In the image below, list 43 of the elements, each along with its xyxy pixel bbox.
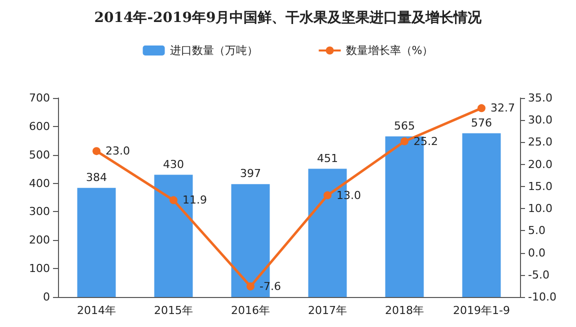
y-tick-label: 200 (29, 234, 50, 247)
point (170, 196, 178, 204)
legend-label: 进口数量（万吨） (170, 44, 258, 57)
y2-tick-label: 20.0 (528, 158, 552, 171)
x-tick-label: 2019年1-9 (453, 304, 510, 317)
x-tick-label: 2016年 (231, 304, 270, 317)
y-tick-label: 600 (29, 120, 50, 133)
bar (462, 133, 501, 297)
y-tick-label: 500 (29, 148, 50, 162)
y-tick-label: 300 (29, 205, 50, 218)
data-label: 451 (317, 152, 338, 165)
y2-tick-label: 25.0 (528, 136, 552, 149)
point (400, 137, 408, 146)
chart-title: 2014年-2019年9月中国鲜、干水果及坚果进口量及增长情况 (94, 10, 483, 26)
data-label: 430 (163, 158, 184, 171)
y-tick-label: 400 (29, 176, 50, 190)
data-label: 576 (471, 116, 492, 130)
y2-tick-label: -5.0 (528, 268, 550, 282)
data-label: 23.0 (106, 144, 130, 158)
x-tick-label: 2015年 (154, 304, 193, 317)
y2-tick-label: 10.0 (528, 202, 552, 216)
legend-label: 数量增长率（%） (346, 44, 434, 57)
y-tick-label: 700 (29, 92, 50, 104)
data-label: 397 (240, 167, 261, 180)
y2-tick-label: 15.0 (528, 180, 552, 193)
y2-tick-label: 0.0 (528, 246, 546, 260)
data-label: 32.7 (490, 102, 515, 115)
x-tick-label: 2017年 (308, 304, 347, 317)
y-tick-label: 100 (29, 262, 50, 276)
y2-tick-label: 5.0 (528, 224, 546, 238)
point (324, 191, 332, 200)
y2-tick-label: -10.0 (528, 290, 556, 304)
y2-tick-label: 30.0 (528, 114, 552, 127)
y2-tick-label: 35.0 (528, 92, 552, 104)
x-tick-label: 2014年 (77, 304, 116, 317)
bar (77, 188, 116, 297)
point (92, 147, 100, 156)
data-label: 384 (86, 170, 107, 184)
point (246, 282, 254, 290)
point (478, 104, 486, 112)
x-tick-label: 2018年 (385, 304, 424, 317)
data-label: 565 (394, 119, 415, 132)
y-tick-label: 0 (43, 290, 50, 304)
